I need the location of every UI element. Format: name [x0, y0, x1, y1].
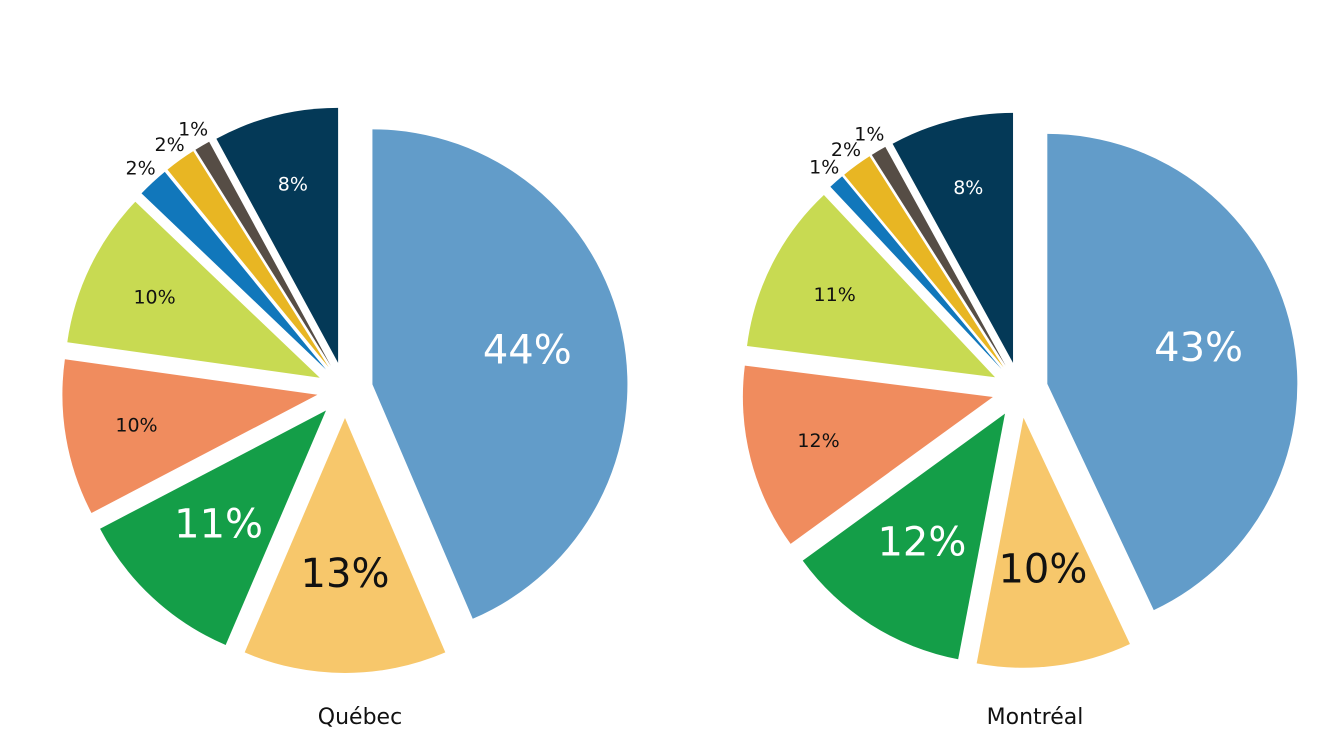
- data-label: 2%: [155, 134, 185, 156]
- pie-slice: [195, 141, 331, 366]
- data-label: 1%: [854, 124, 884, 146]
- chart-title: Montréal: [987, 705, 1084, 730]
- data-label: 44%: [483, 328, 572, 374]
- data-label: 11%: [174, 502, 263, 548]
- data-label: 10%: [115, 415, 157, 437]
- pie-slice: [976, 417, 1130, 668]
- chart-title: Québec: [318, 705, 402, 730]
- data-label: 11%: [814, 284, 856, 306]
- pie-slice: [67, 201, 320, 378]
- pie-slice: [100, 410, 326, 645]
- data-label: 2%: [126, 158, 156, 180]
- pie-slice: [830, 176, 1002, 369]
- data-label: 1%: [178, 119, 208, 141]
- pie-slice: [244, 418, 446, 673]
- data-label: 13%: [301, 551, 390, 597]
- pie-slice: [62, 359, 318, 514]
- pie-slice: [747, 195, 996, 378]
- pie-slice: [742, 365, 993, 544]
- pie-slice: [871, 146, 1006, 366]
- pie-slice: [1047, 133, 1298, 611]
- data-label: 1%: [809, 156, 839, 178]
- data-label: 10%: [998, 547, 1087, 593]
- pie-slice: [892, 112, 1014, 363]
- data-label: 2%: [831, 139, 861, 161]
- pie-slice: [844, 156, 1004, 368]
- pie-slice: [802, 413, 1005, 660]
- data-label: 43%: [1154, 325, 1243, 371]
- data-label: 8%: [278, 173, 308, 195]
- pie-slice: [216, 107, 339, 363]
- pie-slice: [167, 151, 329, 368]
- pie-slice: [372, 129, 628, 619]
- data-label: 12%: [797, 430, 839, 452]
- pie-slice: [141, 171, 326, 370]
- data-label: 12%: [877, 520, 966, 566]
- data-label: 10%: [133, 286, 175, 308]
- data-label: 8%: [953, 177, 983, 199]
